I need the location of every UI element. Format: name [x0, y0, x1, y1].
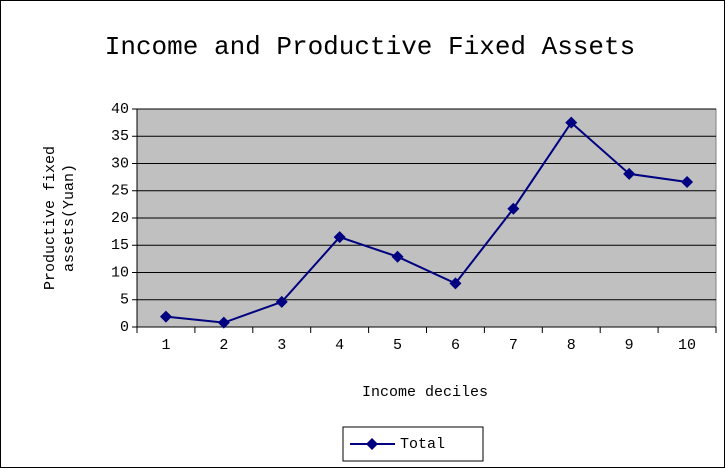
- y-axis-label: assets(Yuan): [61, 164, 78, 272]
- x-tick-label: 7: [509, 337, 518, 354]
- data-point: [449, 277, 462, 290]
- y-tick-label: 40: [111, 101, 129, 118]
- y-tick-label: 10: [111, 264, 129, 281]
- x-axis-label: Income deciles: [362, 384, 488, 401]
- x-tick-label: 3: [277, 337, 286, 354]
- data-point: [275, 295, 288, 308]
- x-tick-label: 4: [335, 337, 344, 354]
- y-tick-label: 5: [120, 292, 129, 309]
- x-tick-label: 2: [219, 337, 228, 354]
- x-tick-label: 1: [161, 337, 170, 354]
- legend-label: Total: [400, 436, 445, 453]
- data-point: [623, 167, 636, 180]
- data-point: [681, 176, 694, 189]
- x-tick-label: 6: [451, 337, 460, 354]
- data-point: [391, 250, 404, 263]
- data-point: [217, 316, 230, 329]
- y-axis-label: Productive fixed: [42, 146, 59, 290]
- y-tick-label: 30: [111, 155, 129, 172]
- series-line: [165, 121, 688, 324]
- chart-title: Income and Productive Fixed Assets: [105, 32, 636, 62]
- y-tick-label: 0: [120, 319, 129, 336]
- x-tick-label: 8: [567, 337, 576, 354]
- x-tick-label: 5: [393, 337, 402, 354]
- x-tick-label: 10: [678, 337, 696, 354]
- y-tick-label: 20: [111, 210, 129, 227]
- x-tick-label: 9: [625, 337, 634, 354]
- y-tick-label: 15: [111, 237, 129, 254]
- data-point: [159, 310, 172, 323]
- y-tick-label: 25: [111, 183, 129, 200]
- y-tick-label: 35: [111, 128, 129, 145]
- data-point: [565, 116, 578, 129]
- legend-marker: [366, 438, 378, 450]
- data-point: [507, 202, 520, 215]
- data-point: [333, 231, 346, 244]
